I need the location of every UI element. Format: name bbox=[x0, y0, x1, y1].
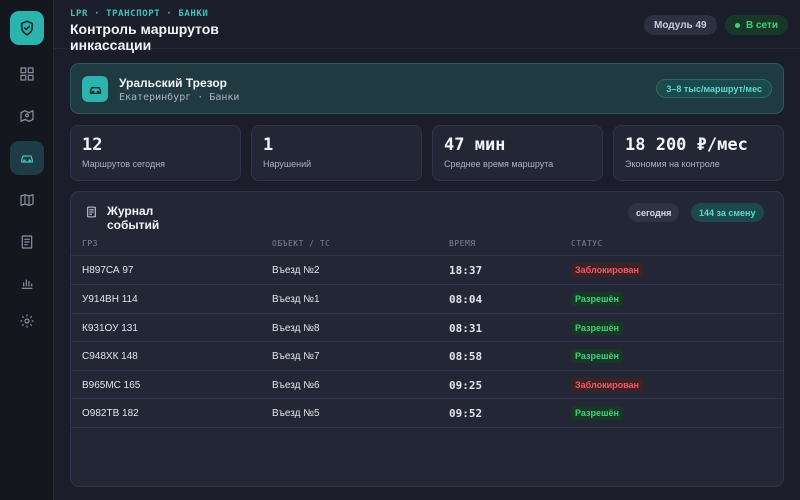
sidebar bbox=[0, 0, 54, 500]
time-cell: 09:52 bbox=[449, 407, 483, 420]
status-badge: Заблокирован bbox=[571, 378, 643, 392]
stat-value: 12 bbox=[82, 135, 103, 155]
time-cell: 18:37 bbox=[449, 264, 483, 277]
filter-today-button[interactable]: сегодня bbox=[628, 203, 680, 222]
stat-value: 1 bbox=[263, 135, 274, 155]
shield-logo-icon[interactable] bbox=[10, 11, 44, 45]
column-header-object: ОБЪЕКТ / ТС bbox=[272, 239, 331, 248]
gear-icon bbox=[20, 314, 34, 328]
time-cell: 08:04 bbox=[449, 293, 483, 306]
client-subtitle: Екатеринбург · Банки bbox=[119, 92, 240, 103]
plate-cell: У914ВН 114 bbox=[82, 294, 138, 305]
client-name: Уральский Трезор bbox=[119, 76, 227, 90]
nav-analytics[interactable] bbox=[10, 266, 44, 300]
car-icon bbox=[21, 155, 33, 163]
nav-routes[interactable] bbox=[10, 99, 44, 133]
table-row[interactable]: К931ОУ 131 Въезд №8 08:31 Разрешён bbox=[71, 313, 783, 342]
object-cell: Въезд №8 bbox=[272, 323, 320, 334]
page-title: Контроль маршрутов инкассации bbox=[70, 21, 219, 53]
shift-count-badge: 144 за смену bbox=[691, 203, 764, 222]
column-header-plate: ГРЗ bbox=[82, 239, 98, 248]
module-badge: Модуль 49 bbox=[644, 15, 717, 35]
page-header: LPR · ТРАНСПОРТ · БАНКИ Контроль маршрут… bbox=[54, 0, 800, 53]
client-banner: Уральский Трезор Екатеринбург · Банки 3–… bbox=[70, 63, 784, 114]
status-badge: Заблокирован bbox=[571, 263, 643, 277]
time-cell: 08:58 bbox=[449, 350, 483, 363]
stat-label: Экономия на контроле bbox=[625, 159, 720, 169]
plate-cell: С948ХК 148 bbox=[82, 351, 138, 362]
stat-label: Среднее время маршрута bbox=[444, 159, 554, 169]
breadcrumb: LPR · ТРАНСПОРТ · БАНКИ bbox=[70, 9, 209, 19]
table-row[interactable]: О982ТВ 182 Въезд №5 09:52 Разрешён bbox=[71, 398, 783, 427]
status-badge: Разрешён bbox=[571, 292, 623, 306]
object-cell: Въезд №2 bbox=[272, 265, 320, 276]
object-cell: Въезд №1 bbox=[272, 294, 320, 305]
document-icon bbox=[87, 206, 96, 218]
plate-cell: В965МС 165 bbox=[82, 380, 141, 391]
time-cell: 08:31 bbox=[449, 322, 483, 335]
nav-dashboard[interactable] bbox=[10, 57, 44, 91]
plate-cell: Н897СА 97 bbox=[82, 265, 134, 276]
car-icon bbox=[82, 76, 108, 102]
plate-cell: К931ОУ 131 bbox=[82, 323, 138, 334]
pricing-badge: 3–8 тыс/маршрут/мес bbox=[656, 79, 772, 98]
status-badge: Разрешён bbox=[571, 406, 623, 420]
object-cell: Въезд №7 bbox=[272, 351, 320, 362]
status-dot-icon bbox=[735, 22, 740, 28]
table-row[interactable]: В965МС 165 Въезд №6 09:25 Заблокирован bbox=[71, 370, 783, 399]
stat-card: 18 200 ₽/мес Экономия на контроле bbox=[613, 125, 784, 181]
time-cell: 09:25 bbox=[449, 379, 483, 392]
journal-title: Журнал событий bbox=[107, 204, 160, 232]
document-icon bbox=[21, 235, 33, 249]
stat-label: Маршрутов сегодня bbox=[82, 159, 166, 169]
stat-card: 12 Маршрутов сегодня bbox=[70, 125, 241, 181]
table-row[interactable]: У914ВН 114 Въезд №1 08:04 Разрешён bbox=[71, 284, 783, 313]
nav-settings[interactable] bbox=[10, 304, 44, 338]
map-icon bbox=[20, 194, 34, 206]
stat-value: 47 мин bbox=[444, 135, 506, 155]
nav-documents[interactable] bbox=[10, 225, 44, 259]
dashboard-icon bbox=[20, 67, 34, 81]
stat-label: Нарушений bbox=[263, 159, 312, 169]
column-header-status: СТАТУС bbox=[571, 239, 603, 248]
nav-transport[interactable] bbox=[10, 141, 44, 175]
map-route-icon bbox=[20, 110, 34, 122]
event-journal: Журнал событий сегодня 144 за смену ГРЗ … bbox=[70, 191, 784, 487]
table-end-divider bbox=[71, 427, 783, 456]
chart-icon bbox=[21, 279, 33, 289]
status-badge: Разрешён bbox=[571, 349, 623, 363]
plate-cell: О982ТВ 182 bbox=[82, 408, 139, 419]
nav-map[interactable] bbox=[10, 183, 44, 217]
stat-value: 18 200 ₽/мес bbox=[625, 135, 748, 155]
online-status-badge: В сети bbox=[725, 15, 789, 35]
table-row[interactable]: Н897СА 97 Въезд №2 18:37 Заблокирован bbox=[71, 255, 783, 284]
stat-card: 1 Нарушений bbox=[251, 125, 422, 181]
object-cell: Въезд №6 bbox=[272, 380, 320, 391]
stat-card: 47 мин Среднее время маршрута bbox=[432, 125, 603, 181]
online-status-label: В сети bbox=[746, 19, 779, 31]
column-header-time: ВРЕМЯ bbox=[449, 239, 476, 248]
status-badge: Разрешён bbox=[571, 321, 623, 335]
object-cell: Въезд №5 bbox=[272, 408, 320, 419]
table-row[interactable]: С948ХК 148 Въезд №7 08:58 Разрешён bbox=[71, 341, 783, 370]
